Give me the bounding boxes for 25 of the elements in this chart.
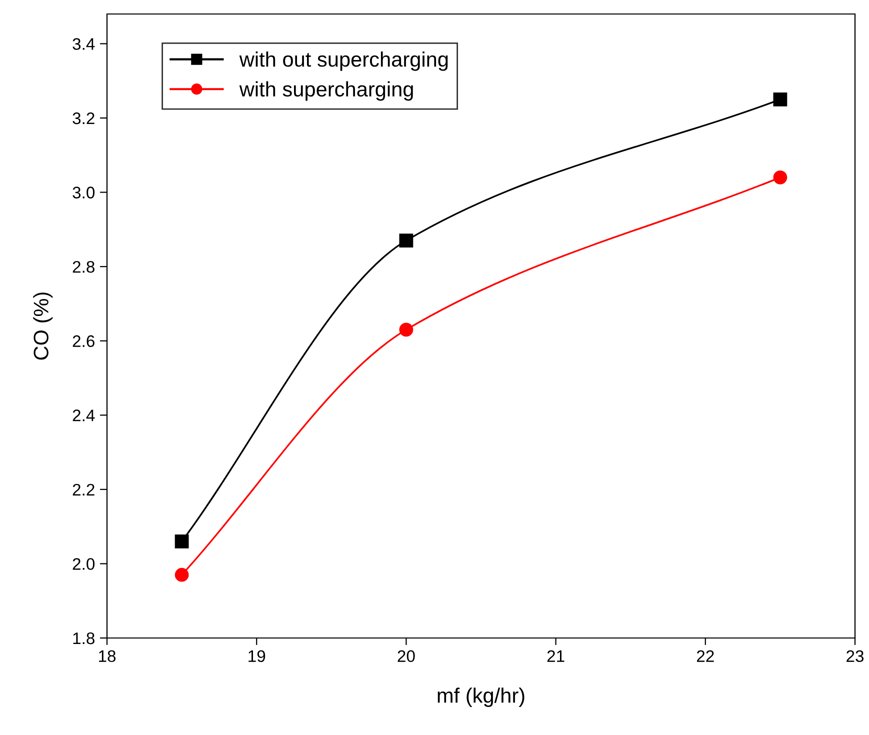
legend-label: with out supercharging <box>239 51 448 71</box>
y-tick-label: 2.2 <box>72 484 94 496</box>
y-tick-label: 2.8 <box>72 260 94 273</box>
y-axis-title: CO (%) <box>33 292 53 360</box>
point <box>773 92 788 106</box>
y-tick-label: 3.4 <box>72 38 95 50</box>
x-tick-label: 23 <box>846 650 864 662</box>
x-tick-label: 18 <box>99 650 116 662</box>
y-tick-label: 2.6 <box>72 335 94 348</box>
x-axis-title: mf (kg/hr) <box>438 688 524 707</box>
point <box>399 234 414 248</box>
x-tick-label: 22 <box>696 650 714 662</box>
point <box>773 170 788 184</box>
y-tick-label: 2.4 <box>72 410 95 422</box>
y-tick-label: 1.8 <box>73 632 94 644</box>
y-tick-label: 3.0 <box>72 186 95 198</box>
x-tick-label: 20 <box>398 650 415 662</box>
x-tick-label: 19 <box>248 650 266 662</box>
x-tick-label: 21 <box>547 650 564 662</box>
point <box>174 568 189 582</box>
y-tick-label: 2.0 <box>72 558 95 570</box>
point <box>399 322 414 337</box>
legend-label: with supercharging <box>239 81 413 101</box>
point <box>174 534 189 548</box>
y-tick-label: 3.2 <box>72 112 94 124</box>
